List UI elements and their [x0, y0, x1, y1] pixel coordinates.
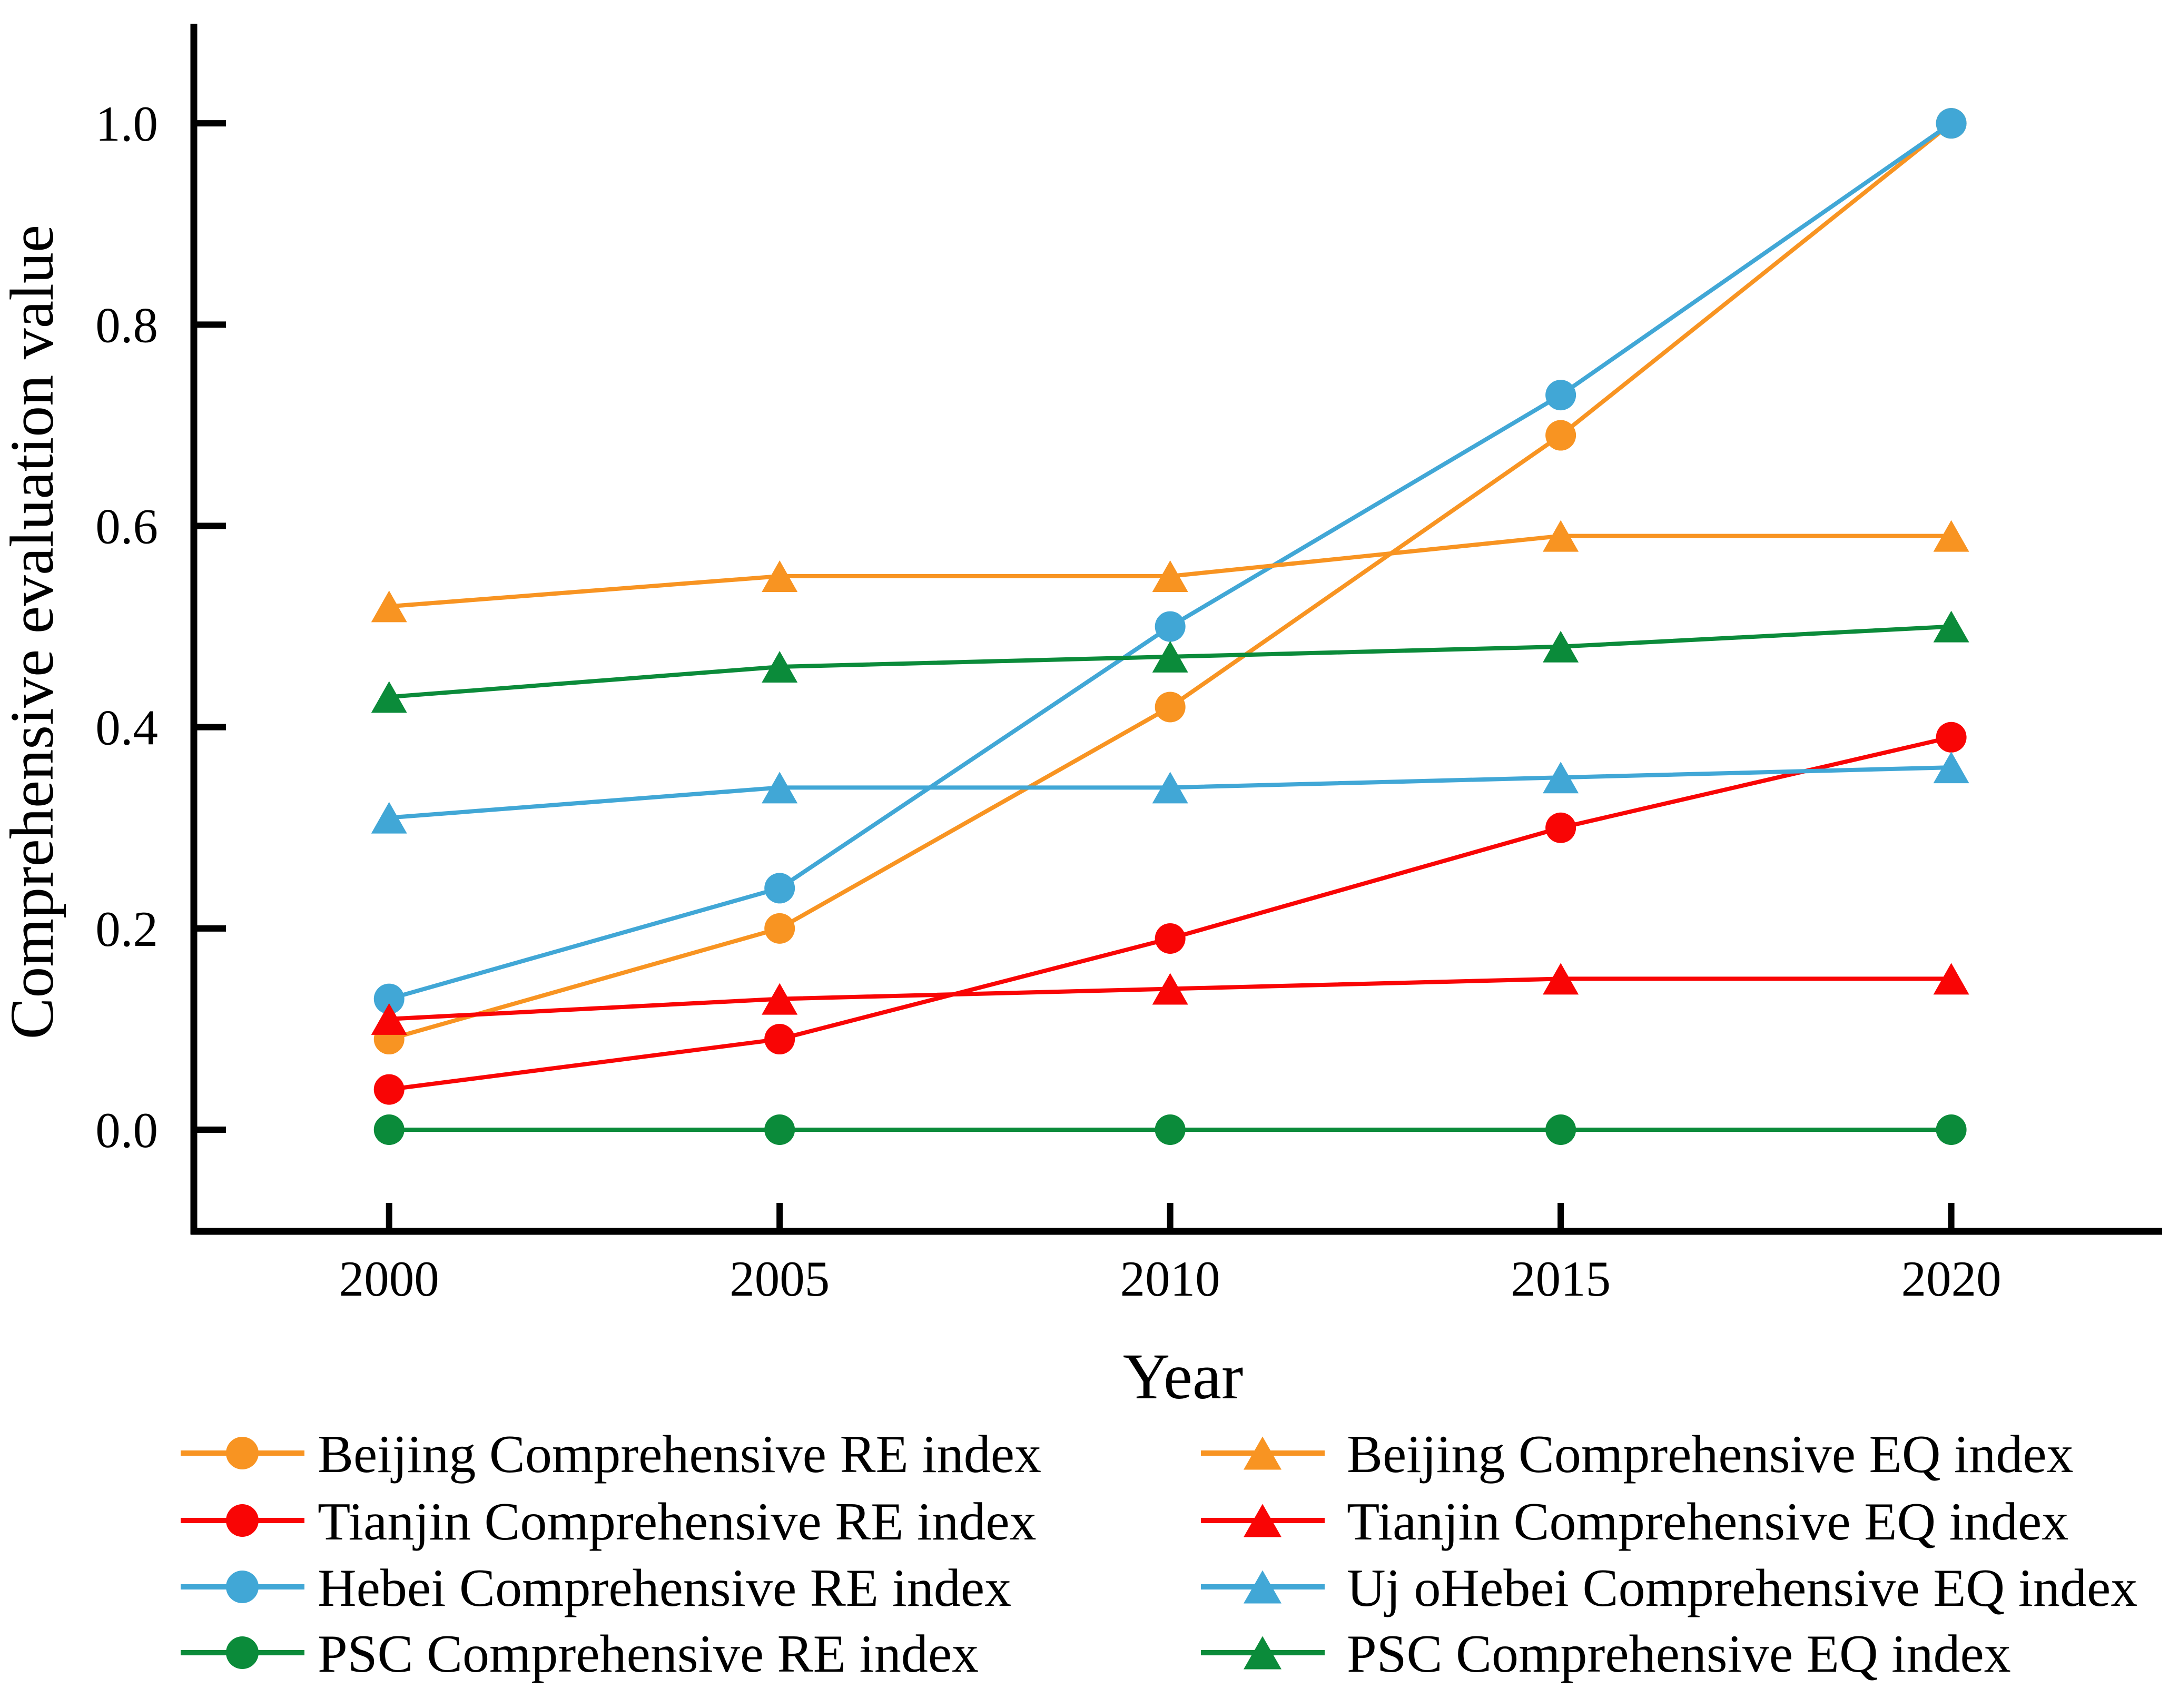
data-point-marker — [373, 1114, 405, 1146]
y-tick-label: 0.4 — [95, 700, 158, 756]
series-hebei-comprehensive-re-index — [373, 108, 1967, 1014]
legend-item-beijing-comprehensive-eq-index: Beijing Comprehensive EQ index — [1201, 1425, 2074, 1484]
series-tianjin-comprehensive-eq-index — [371, 963, 1969, 1035]
data-point-marker — [1152, 973, 1188, 1005]
series-uj-ohebei-comprehensive-eq-index — [371, 752, 1969, 834]
legend-label: Tianjin Comprehensive EQ index — [1347, 1492, 2068, 1552]
series-psc-comprehensive-eq-index — [371, 610, 1969, 713]
data-point-marker — [1244, 1504, 1281, 1537]
data-point-marker — [762, 560, 798, 593]
data-point-marker — [1155, 1114, 1186, 1146]
data-point-marker — [764, 1024, 795, 1055]
data-point-marker — [1936, 108, 1967, 139]
x-tick-label: 2000 — [339, 1251, 439, 1307]
series-psc-comprehensive-re-index — [373, 1114, 1967, 1146]
legend-item-tianjin-comprehensive-eq-index: Tianjin Comprehensive EQ index — [1201, 1492, 2068, 1552]
legend-label: Beijing Comprehensive EQ index — [1347, 1425, 2074, 1484]
x-tick-label: 2020 — [1901, 1251, 2001, 1307]
data-point-marker — [371, 590, 407, 623]
data-point-marker — [371, 681, 407, 713]
legend-label: Hebei Comprehensive RE index — [318, 1558, 1011, 1618]
data-point-marker — [1155, 692, 1186, 723]
data-point-marker — [226, 1571, 259, 1603]
axes-layer: 0.0 0.2 0.4 0.6 0.8 1.0 2000 2005 2010 2015 2020 — [95, 24, 2162, 1307]
data-point-marker — [1933, 752, 1969, 784]
data-point-marker — [1543, 630, 1579, 663]
data-point-marker — [373, 983, 405, 1014]
x-tick-label: 2010 — [1120, 1251, 1220, 1307]
legend-label: Tianjin Comprehensive RE index — [318, 1492, 1037, 1552]
data-point-marker — [762, 983, 798, 1015]
data-point-marker — [226, 1437, 259, 1469]
legend: Beijing Comprehensive RE index Tianjin Co… — [181, 1425, 2137, 1684]
data-point-marker — [1545, 1114, 1576, 1146]
data-point-marker — [1933, 520, 1969, 552]
data-point-marker — [762, 651, 798, 683]
legend-item-hebei-comprehensive-re-index: Hebei Comprehensive RE index — [181, 1558, 1011, 1618]
data-point-marker — [1244, 1636, 1281, 1670]
legend-label: PSC Comprehensive EQ index — [1347, 1624, 2011, 1684]
data-point-marker — [1155, 923, 1186, 954]
data-point-marker — [1543, 762, 1579, 794]
data-point-marker — [371, 802, 407, 834]
data-point-marker — [1936, 722, 1967, 753]
data-point-marker — [1933, 963, 1969, 995]
data-point-marker — [1543, 963, 1579, 995]
y-tick-label: 0.8 — [95, 297, 158, 353]
data-point-marker — [762, 772, 798, 804]
x-axis-title: Year — [1123, 1340, 1244, 1413]
y-tick-label: 0.6 — [95, 499, 158, 555]
data-point-marker — [1543, 520, 1579, 552]
series-beijing-comprehensive-eq-index — [371, 520, 1969, 623]
legend-label: Uj oHebei Comprehensive EQ index — [1347, 1558, 2137, 1618]
data-point-marker — [764, 913, 795, 944]
legend-item-uj-ohebei-comprehensive-eq-index: Uj oHebei Comprehensive EQ index — [1201, 1558, 2137, 1618]
data-point-marker — [1155, 611, 1186, 642]
data-point-marker — [1936, 1114, 1967, 1146]
data-point-marker — [764, 873, 795, 904]
legend-label: PSC Comprehensive RE index — [318, 1624, 979, 1684]
x-tick-label: 2015 — [1511, 1251, 1611, 1307]
data-point-marker — [226, 1504, 259, 1537]
data-point-marker — [1152, 772, 1188, 804]
data-point-marker — [1545, 812, 1576, 843]
y-axis-title: Comprehensive evaluation value — [0, 225, 66, 1040]
data-point-marker — [1545, 420, 1576, 451]
y-tick-label: 0.2 — [95, 901, 158, 957]
legend-label: Beijing Comprehensive RE index — [318, 1425, 1041, 1484]
data-point-marker — [1244, 1570, 1281, 1604]
data-point-marker — [371, 1003, 407, 1035]
legend-item-psc-comprehensive-eq-index: PSC Comprehensive EQ index — [1201, 1624, 2011, 1684]
data-point-marker — [226, 1636, 259, 1669]
data-point-marker — [1933, 610, 1969, 643]
legend-item-beijing-comprehensive-re-index: Beijing Comprehensive RE index — [181, 1425, 1041, 1484]
data-point-marker — [1152, 560, 1188, 593]
legend-item-tianjin-comprehensive-re-index: Tianjin Comprehensive RE index — [181, 1492, 1037, 1552]
y-tick-label: 0.0 — [95, 1102, 158, 1158]
data-point-marker — [764, 1114, 795, 1146]
data-point-marker — [1545, 380, 1576, 411]
series-layer — [371, 108, 1969, 1146]
series-tianjin-comprehensive-re-index — [373, 722, 1967, 1105]
data-point-marker — [373, 1074, 405, 1105]
data-point-marker — [1152, 640, 1188, 673]
legend-item-psc-comprehensive-re-index: PSC Comprehensive RE index — [181, 1624, 979, 1684]
x-tick-label: 2005 — [729, 1251, 830, 1307]
data-point-marker — [1244, 1436, 1281, 1470]
y-tick-label: 1.0 — [95, 96, 158, 152]
